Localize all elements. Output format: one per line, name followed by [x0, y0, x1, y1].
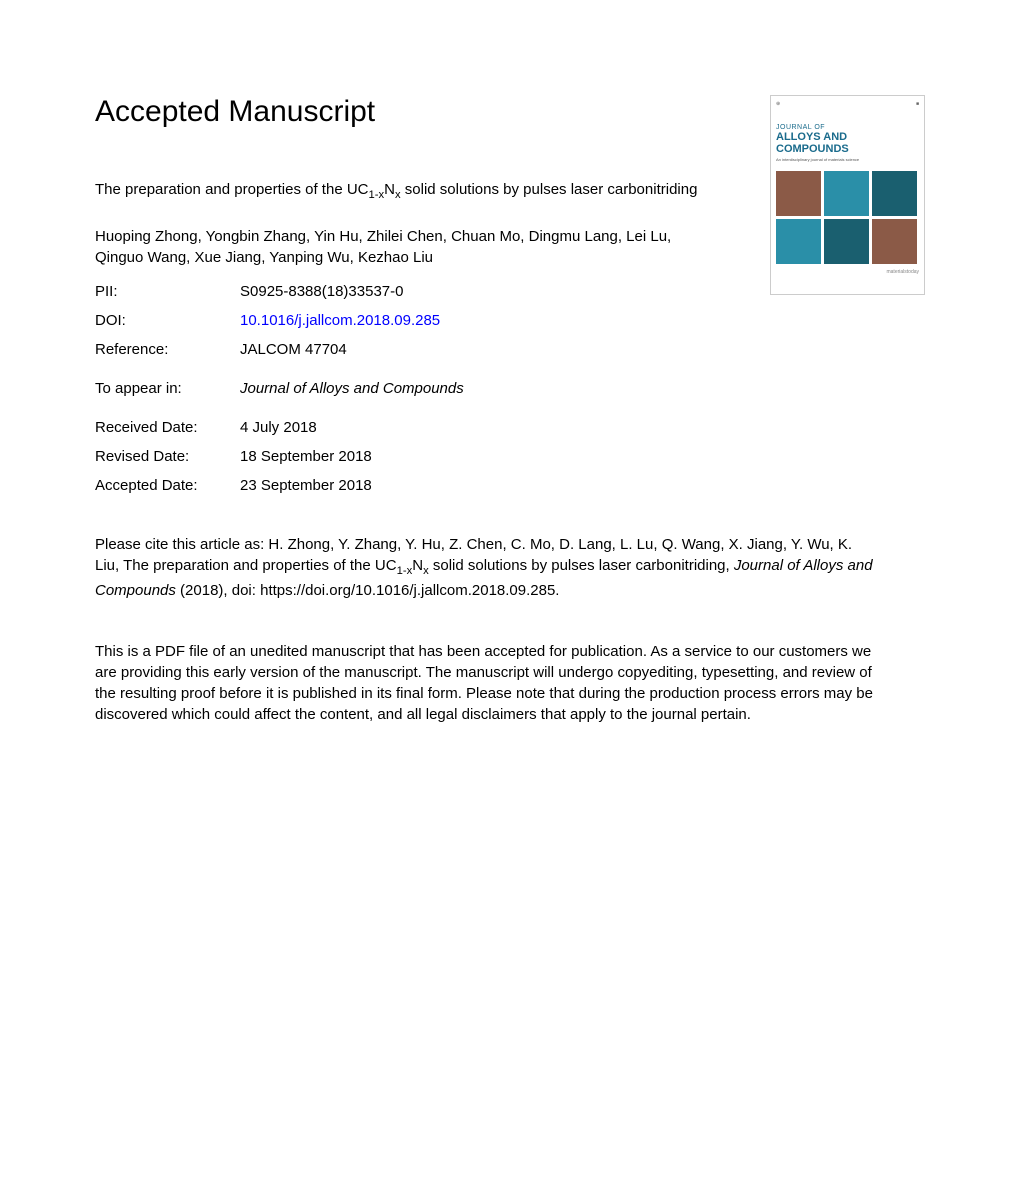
cover-top-row: ⊕ ■	[776, 101, 919, 116]
publisher-logo: ⊕	[776, 101, 780, 116]
revised-label: Revised Date:	[95, 448, 240, 465]
cover-square	[824, 171, 869, 216]
reference-row: Reference: JALCOM 47704	[95, 341, 715, 358]
doi-row: DOI: 10.1016/j.jallcom.2018.09.285	[95, 312, 715, 329]
accepted-label: Accepted Date:	[95, 477, 240, 494]
citation-middle: solid solutions by pulses laser carbonit…	[429, 557, 734, 574]
citation-subscript-1: 1-x	[397, 565, 413, 577]
cover-subtitle: An interdisciplinary journal of material…	[776, 158, 919, 163]
cover-decorative-squares-row2	[776, 219, 919, 264]
received-label: Received Date:	[95, 419, 240, 436]
received-value: 4 July 2018	[240, 419, 715, 436]
content-column: The preparation and properties of the UC…	[95, 179, 715, 494]
journal-cover-thumbnail: ⊕ ■ JOURNAL OF ALLOYS AND COMPOUNDS An i…	[770, 95, 925, 295]
title-prefix: The preparation and properties of the UC	[95, 181, 369, 198]
to-appear-value: Journal of Alloys and Compounds	[240, 380, 715, 397]
pii-label: PII:	[95, 283, 240, 300]
title-mid: N	[384, 181, 395, 198]
to-appear-row: To appear in: Journal of Alloys and Comp…	[95, 380, 715, 397]
cover-journal-of: JOURNAL OF	[776, 124, 919, 131]
revised-value: 18 September 2018	[240, 448, 715, 465]
pii-row: PII: S0925-8388(18)33537-0	[95, 283, 715, 300]
pii-value: S0925-8388(18)33537-0	[240, 283, 715, 300]
issn-marker: ■	[916, 101, 919, 116]
title-subscript-1: 1-x	[369, 189, 385, 201]
citation-suffix: (2018), doi: https://doi.org/10.1016/j.j…	[176, 582, 560, 599]
citation-text: Please cite this article as: H. Zhong, Y…	[95, 534, 875, 601]
authors-list: Huoping Zhong, Yongbin Zhang, Yin Hu, Zh…	[95, 226, 715, 268]
revised-row: Revised Date: 18 September 2018	[95, 448, 715, 465]
title-suffix: solid solutions by pulses laser carbonit…	[401, 181, 698, 198]
disclaimer-text: This is a PDF file of an unedited manusc…	[95, 641, 895, 725]
accepted-value: 23 September 2018	[240, 477, 715, 494]
doi-link[interactable]: 10.1016/j.jallcom.2018.09.285	[240, 312, 715, 329]
cover-title-section: JOURNAL OF ALLOYS AND COMPOUNDS An inter…	[776, 124, 919, 163]
cover-decorative-squares-row1	[776, 171, 919, 216]
doi-label: DOI:	[95, 312, 240, 329]
reference-label: Reference:	[95, 341, 240, 358]
cover-square	[872, 219, 917, 264]
citation-mid: N	[412, 557, 423, 574]
cover-square	[824, 219, 869, 264]
received-row: Received Date: 4 July 2018	[95, 419, 715, 436]
cover-journal-name: ALLOYS AND COMPOUNDS	[776, 131, 919, 155]
cover-square	[872, 171, 917, 216]
reference-value: JALCOM 47704	[240, 341, 715, 358]
cover-square	[776, 171, 821, 216]
accepted-row: Accepted Date: 23 September 2018	[95, 477, 715, 494]
metadata-table: PII: S0925-8388(18)33537-0 DOI: 10.1016/…	[95, 283, 715, 494]
cover-footer: materialstoday	[776, 269, 919, 275]
cover-square	[776, 219, 821, 264]
to-appear-label: To appear in:	[95, 380, 240, 397]
article-title: The preparation and properties of the UC…	[95, 179, 715, 204]
